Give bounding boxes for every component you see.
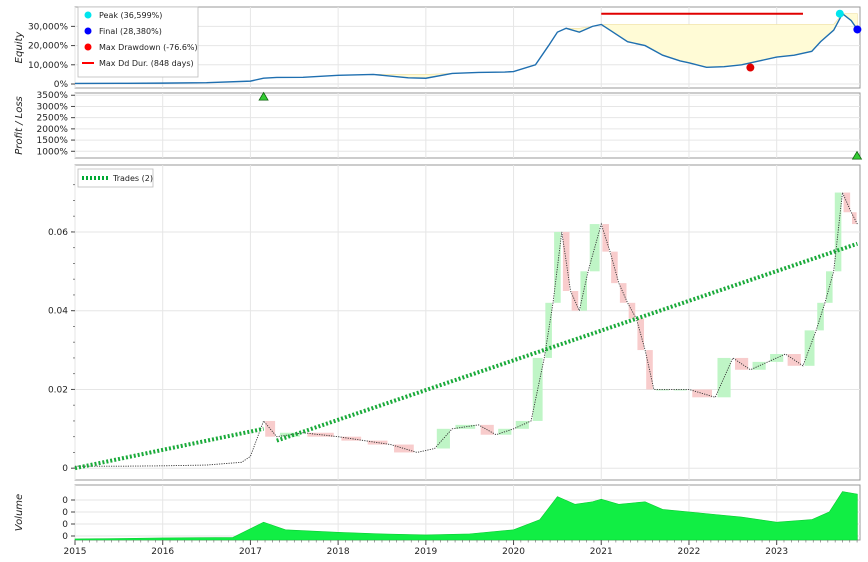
y-tick-label: 3000% (37, 102, 69, 112)
trade-line (74, 426, 264, 471)
price-legend-box (77, 168, 154, 188)
trade-marker (258, 91, 269, 101)
legend-marker (84, 11, 92, 19)
y-tick-label: 2500% (37, 114, 69, 124)
final-marker (853, 25, 862, 34)
equity-legend-box (77, 6, 199, 78)
price-candle (717, 357, 731, 398)
price-candle (455, 424, 476, 429)
price-candle (851, 212, 857, 225)
y-tick-label: 0 (62, 496, 68, 506)
price-candle (265, 420, 276, 437)
legends: Peak (36,599%) Final (28,380%) Max Drawdow… (77, 6, 199, 188)
price-line (75, 190, 858, 467)
price-candle (532, 357, 543, 421)
y-tick-label: 0.06 (48, 228, 68, 238)
x-tick-label: 2018 (327, 547, 350, 557)
y-tick-label: 0.04 (48, 307, 68, 317)
x-tick-label: 2022 (678, 547, 701, 557)
profit-loss-axis-title: Profit / Loss (14, 96, 25, 154)
volume-panel: 0 0 0 0 Volume 2015 2016 2017 2018 2019 2020 2021 20… (14, 484, 861, 557)
x-tick-label: 2023 (765, 547, 788, 557)
x-tick-label: 2015 (64, 547, 87, 557)
price-candle (545, 302, 552, 358)
y-tick-label: 1500% (37, 136, 69, 146)
plot-frame (74, 164, 861, 481)
equity-panel: 0% 10,000% 20,000% 30,000%Equity (14, 6, 862, 90)
y-tick-label: 10,000% (28, 61, 68, 71)
x-tick-label: 2016 (151, 547, 174, 557)
y-tick-label: 0 (62, 520, 68, 530)
equity-legend-entry: Max Drawdown (-76.6%) (99, 43, 198, 52)
price-panel: 0 0.02 0.04 0.06 (48, 164, 861, 481)
trades-legend-entry: Trades (2) (112, 174, 153, 183)
y-tick-label: 20,000% (28, 42, 68, 52)
price-candle (656, 389, 670, 391)
price-candle (770, 354, 784, 362)
volume-area (74, 491, 858, 541)
legend-marker (84, 27, 92, 35)
price-candle (628, 302, 636, 319)
x-tick-label: 2020 (502, 547, 525, 557)
legend-marker (84, 43, 92, 51)
y-tick-label: 30,000% (28, 22, 68, 32)
x-tick-label: 2019 (414, 547, 437, 557)
x-tick-label: 2021 (590, 547, 613, 557)
trade-marker (851, 150, 863, 160)
y-tick-label: 2000% (37, 125, 69, 135)
y-tick-label: 0% (54, 80, 69, 90)
peak-marker (835, 9, 844, 18)
equity-legend-entry: Max Dd Dur. (848 days) (99, 59, 194, 68)
equity-line (74, 12, 858, 85)
volume-axis-title: Volume (14, 494, 25, 531)
price-candle (394, 444, 414, 453)
price-candle (280, 432, 300, 437)
y-tick-label: 0 (62, 532, 68, 542)
y-tick-label: 1000% (37, 147, 69, 157)
price-legend: Trades (2) (77, 168, 154, 188)
price-candle (307, 432, 334, 437)
equity-legend-entry: Peak (36,599%) (99, 11, 162, 20)
y-tick-label: 3500% (37, 91, 69, 101)
equity-legend-entry: Final (28,380%) (99, 27, 162, 36)
y-tick-label: 0.02 (48, 385, 68, 395)
equity-axis-title: Equity (14, 31, 25, 64)
plot-frame (74, 92, 861, 159)
price-candle (562, 231, 570, 291)
price-candle (367, 440, 388, 445)
y-tick-label: 0 (62, 464, 68, 474)
profit-loss-panel: 1000%1500%2000%2500% 3000%3500% Profit / L… (14, 91, 863, 160)
equity-legend: Peak (36,599%) Final (28,380%) Max Drawdow… (77, 6, 199, 78)
x-tick-label: 2017 (239, 547, 262, 557)
max-drawdown-marker (746, 63, 755, 72)
y-tick-label: 0 (62, 508, 68, 518)
price-candle (752, 361, 766, 370)
price-candle (341, 436, 362, 441)
price-candle (589, 224, 600, 272)
price-candle (673, 389, 687, 391)
price-candle (436, 428, 450, 449)
